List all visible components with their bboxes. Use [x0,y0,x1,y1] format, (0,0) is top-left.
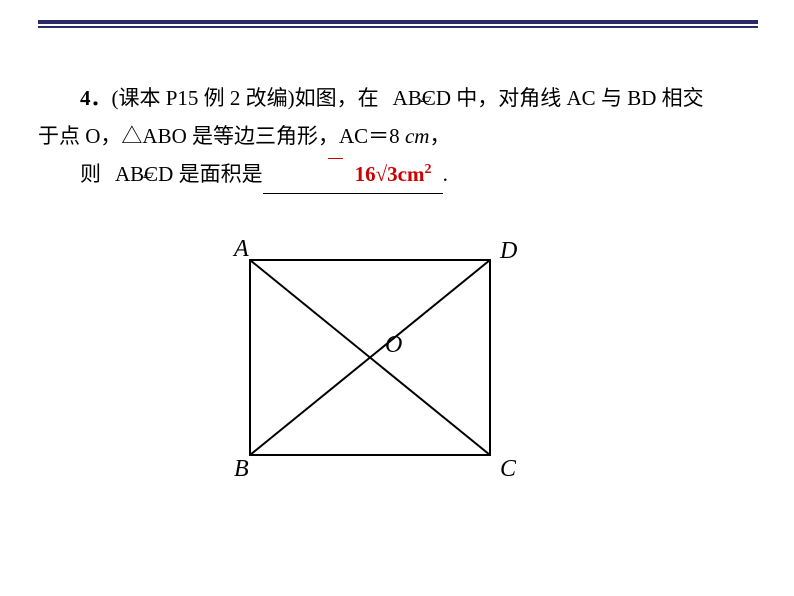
line2-part1: 于点 O，△ABO 是等边三角形，AC＝8 [38,124,405,148]
parallelogram-icon [379,80,393,94]
figure-svg: A B C D O [220,230,540,500]
line3-part1: 则 [80,162,101,186]
answer-value: 16√3cm2 [313,162,432,186]
unit-cm: cm [405,124,430,148]
center-label-o: O [385,332,402,358]
problem-content: 4．(课本 P15 例 2 改编)如图，在ABCD 中，对角线 AC 与 BD … [38,80,758,194]
answer-blank: 16√3cm2 [263,156,443,195]
vertex-label-c: C [500,456,517,482]
parallelogram-icon-2 [101,156,115,170]
text-part-2: ABCD 中，对角线 AC 与 BD 相交 [393,86,704,110]
vertex-label-a: A [232,236,249,262]
vertex-label-d: D [499,238,517,264]
problem-line-2: 于点 O，△ABO 是等边三角形，AC＝8 cm， [38,118,758,156]
problem-line-3: 则 ABCD 是面积是 16√3cm2. [38,156,758,195]
slide-top-border [38,20,758,24]
line3-end: . [443,162,448,186]
problem-line-1: 4．(课本 P15 例 2 改编)如图，在ABCD 中，对角线 AC 与 BD … [38,80,758,118]
geometry-figure: A B C D O [220,230,540,505]
line3-part2: ABCD 是面积是 [115,162,263,186]
vertex-label-b: B [234,456,249,482]
problem-number: 4 [80,86,91,110]
text-part-1: 如图，在 [295,86,379,110]
line2-part2: ， [429,124,450,148]
problem-source: (课本 P15 例 2 改编) [112,86,295,110]
